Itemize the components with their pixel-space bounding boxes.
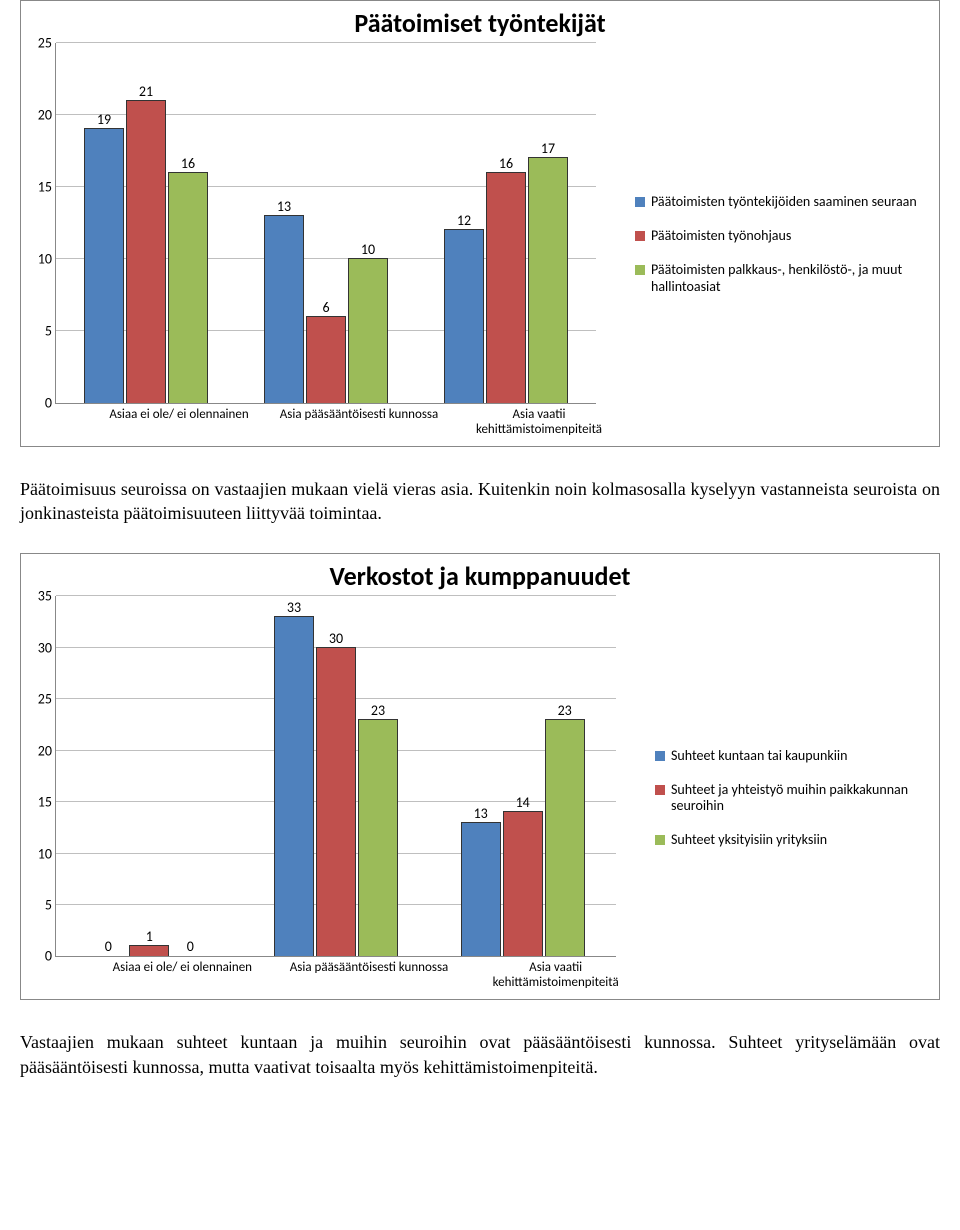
chart-paatoimiset: Päätoimiset työntekijät 0510152025192116… xyxy=(20,0,940,447)
paragraph-1: Päätoimisuus seuroissa on vastaajien muk… xyxy=(20,477,940,526)
bar: 19 xyxy=(84,128,124,403)
x-category-label: Asia vaatii kehittämistoimenpiteitä xyxy=(462,957,649,999)
y-tick-label: 20 xyxy=(26,107,52,124)
bar-value-label: 33 xyxy=(287,599,301,616)
y-tick-label: 5 xyxy=(26,897,52,914)
y-tick-label: 15 xyxy=(26,794,52,811)
legend-swatch xyxy=(635,231,645,241)
bar-group: 131423 xyxy=(429,719,616,957)
legend-item: Päätoimisten palkkaus-, henkilöstö-, ja … xyxy=(635,262,925,294)
legend-item: Päätoimisten työntekijöiden saaminen seu… xyxy=(635,194,925,210)
bar: 13 xyxy=(461,822,501,957)
chart1-title: Päätoimiset työntekijät xyxy=(21,1,939,43)
chart1-x-labels: Asiaa ei ole/ ei olennainenAsia pääsäänt… xyxy=(55,404,629,446)
y-tick-label: 15 xyxy=(26,179,52,196)
legend-label: Päätoimisten työntekijöiden saaminen seu… xyxy=(651,194,917,210)
chart2-plot: 05101520253035010333023131423 xyxy=(55,596,616,957)
legend-swatch xyxy=(655,751,665,761)
bar-value-label: 1 xyxy=(146,928,153,945)
chart-verkostot: Verkostot ja kumppanuudet 05101520253035… xyxy=(20,553,940,1000)
x-category-label: Asiaa ei ole/ ei olennainen xyxy=(89,957,276,999)
y-tick-label: 5 xyxy=(26,323,52,340)
y-tick-label: 20 xyxy=(26,742,52,759)
bar: 10 xyxy=(348,258,388,403)
legend-label: Suhteet yksityisiin yrityksiin xyxy=(671,832,827,848)
bar: 16 xyxy=(486,172,526,403)
legend-swatch xyxy=(635,197,645,207)
bar-group: 333023 xyxy=(243,616,430,956)
bar: 23 xyxy=(358,719,398,957)
paragraph-2: Vastaajien mukaan suhteet kuntaan ja mui… xyxy=(20,1030,940,1079)
chart2-title: Verkostot ja kumppanuudet xyxy=(21,554,939,596)
bar-group: 13610 xyxy=(236,215,416,403)
x-category-label: Asia vaatii kehittämistoimenpiteitä xyxy=(449,404,629,446)
bar-value-label: 13 xyxy=(277,198,291,215)
chart1-plot: 051015202519211613610121617 xyxy=(55,43,596,404)
x-category-label: Asiaa ei ole/ ei olennainen xyxy=(89,404,269,446)
legend-label: Päätoimisten palkkaus-, henkilöstö-, ja … xyxy=(651,262,925,294)
bar-groups: 19211613610121617 xyxy=(56,43,596,403)
bar-value-label: 13 xyxy=(474,805,488,822)
y-tick-label: 10 xyxy=(26,845,52,862)
legend-item: Suhteet yksityisiin yrityksiin xyxy=(655,832,925,848)
bar: 30 xyxy=(316,647,356,957)
bar: 17 xyxy=(528,157,568,403)
y-tick-label: 10 xyxy=(26,251,52,268)
x-category-label: Asia pääsääntöisesti kunnossa xyxy=(269,404,449,446)
bar-value-label: 16 xyxy=(181,155,195,172)
bar-value-label: 16 xyxy=(499,155,513,172)
bar: 12 xyxy=(444,229,484,403)
bar-value-label: 14 xyxy=(516,794,530,811)
chart2-legend: Suhteet kuntaan tai kaupunkiin Suhteet ja… xyxy=(649,596,939,999)
bar-group: 192116 xyxy=(56,100,236,403)
legend-swatch xyxy=(635,265,645,275)
bar-value-label: 23 xyxy=(371,702,385,719)
bar: 13 xyxy=(264,215,304,403)
bar-value-label: 19 xyxy=(97,111,111,128)
bar: 1 xyxy=(129,945,169,956)
bar: 21 xyxy=(126,100,166,403)
legend-label: Suhteet ja yhteistyö muihin paikkakunnan… xyxy=(671,782,925,814)
bar: 33 xyxy=(274,616,314,956)
bar: 23 xyxy=(545,719,585,957)
bar-value-label: 0 xyxy=(187,938,194,955)
y-tick-label: 25 xyxy=(26,35,52,52)
chart1-legend: Päätoimisten työntekijöiden saaminen seu… xyxy=(629,43,939,446)
chart2-x-labels: Asiaa ei ole/ ei olennainenAsia pääsäänt… xyxy=(55,957,649,999)
legend-item: Päätoimisten työnohjaus xyxy=(635,228,925,244)
bar-value-label: 10 xyxy=(361,241,375,258)
bar-value-label: 0 xyxy=(105,938,112,955)
legend-item: Suhteet kuntaan tai kaupunkiin xyxy=(655,748,925,764)
y-tick-label: 0 xyxy=(26,948,52,965)
legend-label: Suhteet kuntaan tai kaupunkiin xyxy=(671,748,847,764)
y-tick-label: 0 xyxy=(26,395,52,412)
legend-swatch xyxy=(655,785,665,795)
bar-groups: 010333023131423 xyxy=(56,596,616,956)
y-tick-label: 30 xyxy=(26,639,52,656)
x-category-label: Asia pääsääntöisesti kunnossa xyxy=(276,957,463,999)
bar: 6 xyxy=(306,316,346,403)
y-tick-label: 25 xyxy=(26,691,52,708)
legend-label: Päätoimisten työnohjaus xyxy=(651,228,791,244)
bar-value-label: 30 xyxy=(329,630,343,647)
legend-swatch xyxy=(655,835,665,845)
bar: 14 xyxy=(503,811,543,956)
legend-item: Suhteet ja yhteistyö muihin paikkakunnan… xyxy=(655,782,925,814)
bar-group: 010 xyxy=(56,945,243,956)
bar-value-label: 6 xyxy=(322,299,329,316)
chart1-plot-wrap: 051015202519211613610121617 Asiaa ei ole… xyxy=(21,43,629,446)
bar-group: 121617 xyxy=(416,157,596,403)
bar-value-label: 12 xyxy=(457,212,471,229)
bar-value-label: 21 xyxy=(139,83,153,100)
bar-value-label: 17 xyxy=(541,140,555,157)
bar: 16 xyxy=(168,172,208,403)
bar-value-label: 23 xyxy=(558,702,572,719)
y-tick-label: 35 xyxy=(26,588,52,605)
chart2-plot-wrap: 05101520253035010333023131423 Asiaa ei o… xyxy=(21,596,649,999)
